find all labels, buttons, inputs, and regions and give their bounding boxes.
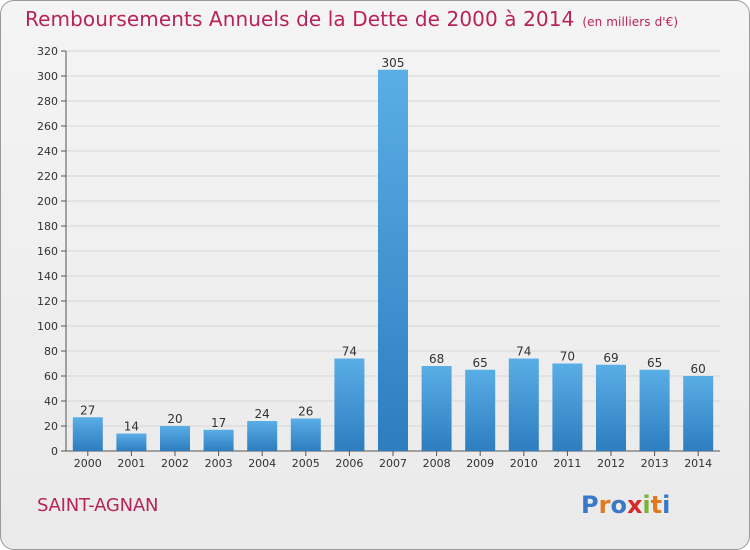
proxiti-logo: Proxiti — [581, 491, 670, 519]
value-label-2004: 24 — [255, 407, 270, 421]
bar-2006 — [334, 358, 365, 451]
value-label-2009: 65 — [473, 356, 488, 370]
y-tick-label: 220 — [37, 170, 58, 183]
x-tick-label-2000: 2000 — [74, 457, 102, 470]
bar-2007 — [378, 69, 408, 451]
x-tick-label-2005: 2005 — [292, 457, 320, 470]
y-tick-label: 180 — [37, 220, 58, 233]
bar-2013 — [639, 369, 670, 451]
logo-letter: i — [662, 491, 671, 519]
y-tick-label: 280 — [37, 95, 58, 108]
y-tick-label: 320 — [37, 45, 58, 58]
logo-letter: i — [642, 491, 651, 519]
value-label-2014: 60 — [691, 362, 706, 376]
bar-2000 — [72, 417, 103, 451]
value-label-2005: 26 — [298, 405, 313, 419]
y-tick-label: 160 — [37, 245, 58, 258]
logo-letter: P — [581, 491, 599, 519]
x-tick-label-2003: 2003 — [205, 457, 233, 470]
value-label-2008: 68 — [429, 352, 444, 366]
commune-name: SAINT-AGNAN — [37, 495, 159, 516]
x-tick-label-2012: 2012 — [597, 457, 625, 470]
value-label-2011: 70 — [560, 350, 575, 364]
value-label-2013: 65 — [647, 356, 662, 370]
value-label-2002: 20 — [167, 412, 182, 426]
x-tick-label-2001: 2001 — [117, 457, 145, 470]
bar-2011 — [552, 363, 583, 451]
logo-letter: t — [650, 491, 663, 519]
value-label-2001: 14 — [124, 420, 139, 434]
x-tick-label-2009: 2009 — [466, 457, 494, 470]
x-tick-label-2011: 2011 — [553, 457, 581, 470]
chart-title-text: Remboursements Annuels de la Dette de 20… — [25, 7, 575, 31]
y-tick-label: 240 — [37, 145, 58, 158]
logo-letter: x — [626, 491, 643, 519]
y-tick-label: 200 — [37, 195, 58, 208]
logo-letter: r — [598, 491, 611, 519]
y-tick-label: 40 — [44, 395, 58, 408]
y-tick-label: 20 — [44, 420, 58, 433]
y-tick-label: 100 — [37, 320, 58, 333]
bar-2005 — [290, 418, 321, 451]
bar-2002 — [160, 426, 190, 451]
x-tick-label-2013: 2013 — [641, 457, 669, 470]
y-tick-label: 300 — [37, 70, 58, 83]
value-label-2006: 74 — [342, 345, 357, 359]
bar-2014 — [683, 376, 714, 451]
value-label-2000: 27 — [80, 403, 95, 417]
y-tick-label: 140 — [37, 270, 58, 283]
value-label-2003: 17 — [211, 416, 226, 430]
x-tick-label-2002: 2002 — [161, 457, 189, 470]
logo-letter: o — [610, 491, 627, 519]
value-label-2012: 69 — [603, 351, 618, 365]
bar-2009 — [465, 369, 496, 451]
bar-2012 — [596, 364, 626, 451]
y-tick-label: 260 — [37, 120, 58, 133]
y-tick-label: 60 — [44, 370, 58, 383]
value-label-2007: 305 — [382, 56, 405, 70]
bar-2004 — [247, 421, 278, 451]
value-label-2010: 74 — [516, 345, 531, 359]
x-tick-label-2008: 2008 — [423, 457, 451, 470]
chart-unit: (en milliers d'€) — [582, 15, 679, 29]
x-tick-label-2007: 2007 — [379, 457, 407, 470]
y-tick-label: 120 — [37, 295, 58, 308]
bar-2001 — [116, 433, 147, 451]
x-tick-label-2014: 2014 — [684, 457, 712, 470]
bar-2003 — [203, 429, 234, 451]
x-tick-label-2010: 2010 — [510, 457, 538, 470]
bar-2010 — [508, 358, 539, 451]
x-tick-label-2004: 2004 — [248, 457, 276, 470]
x-tick-label-2006: 2006 — [335, 457, 363, 470]
y-tick-label: 0 — [51, 445, 58, 458]
y-tick-label: 80 — [44, 345, 58, 358]
bar-2008 — [421, 366, 452, 451]
chart-title: Remboursements Annuels de la Dette de 20… — [25, 7, 678, 31]
